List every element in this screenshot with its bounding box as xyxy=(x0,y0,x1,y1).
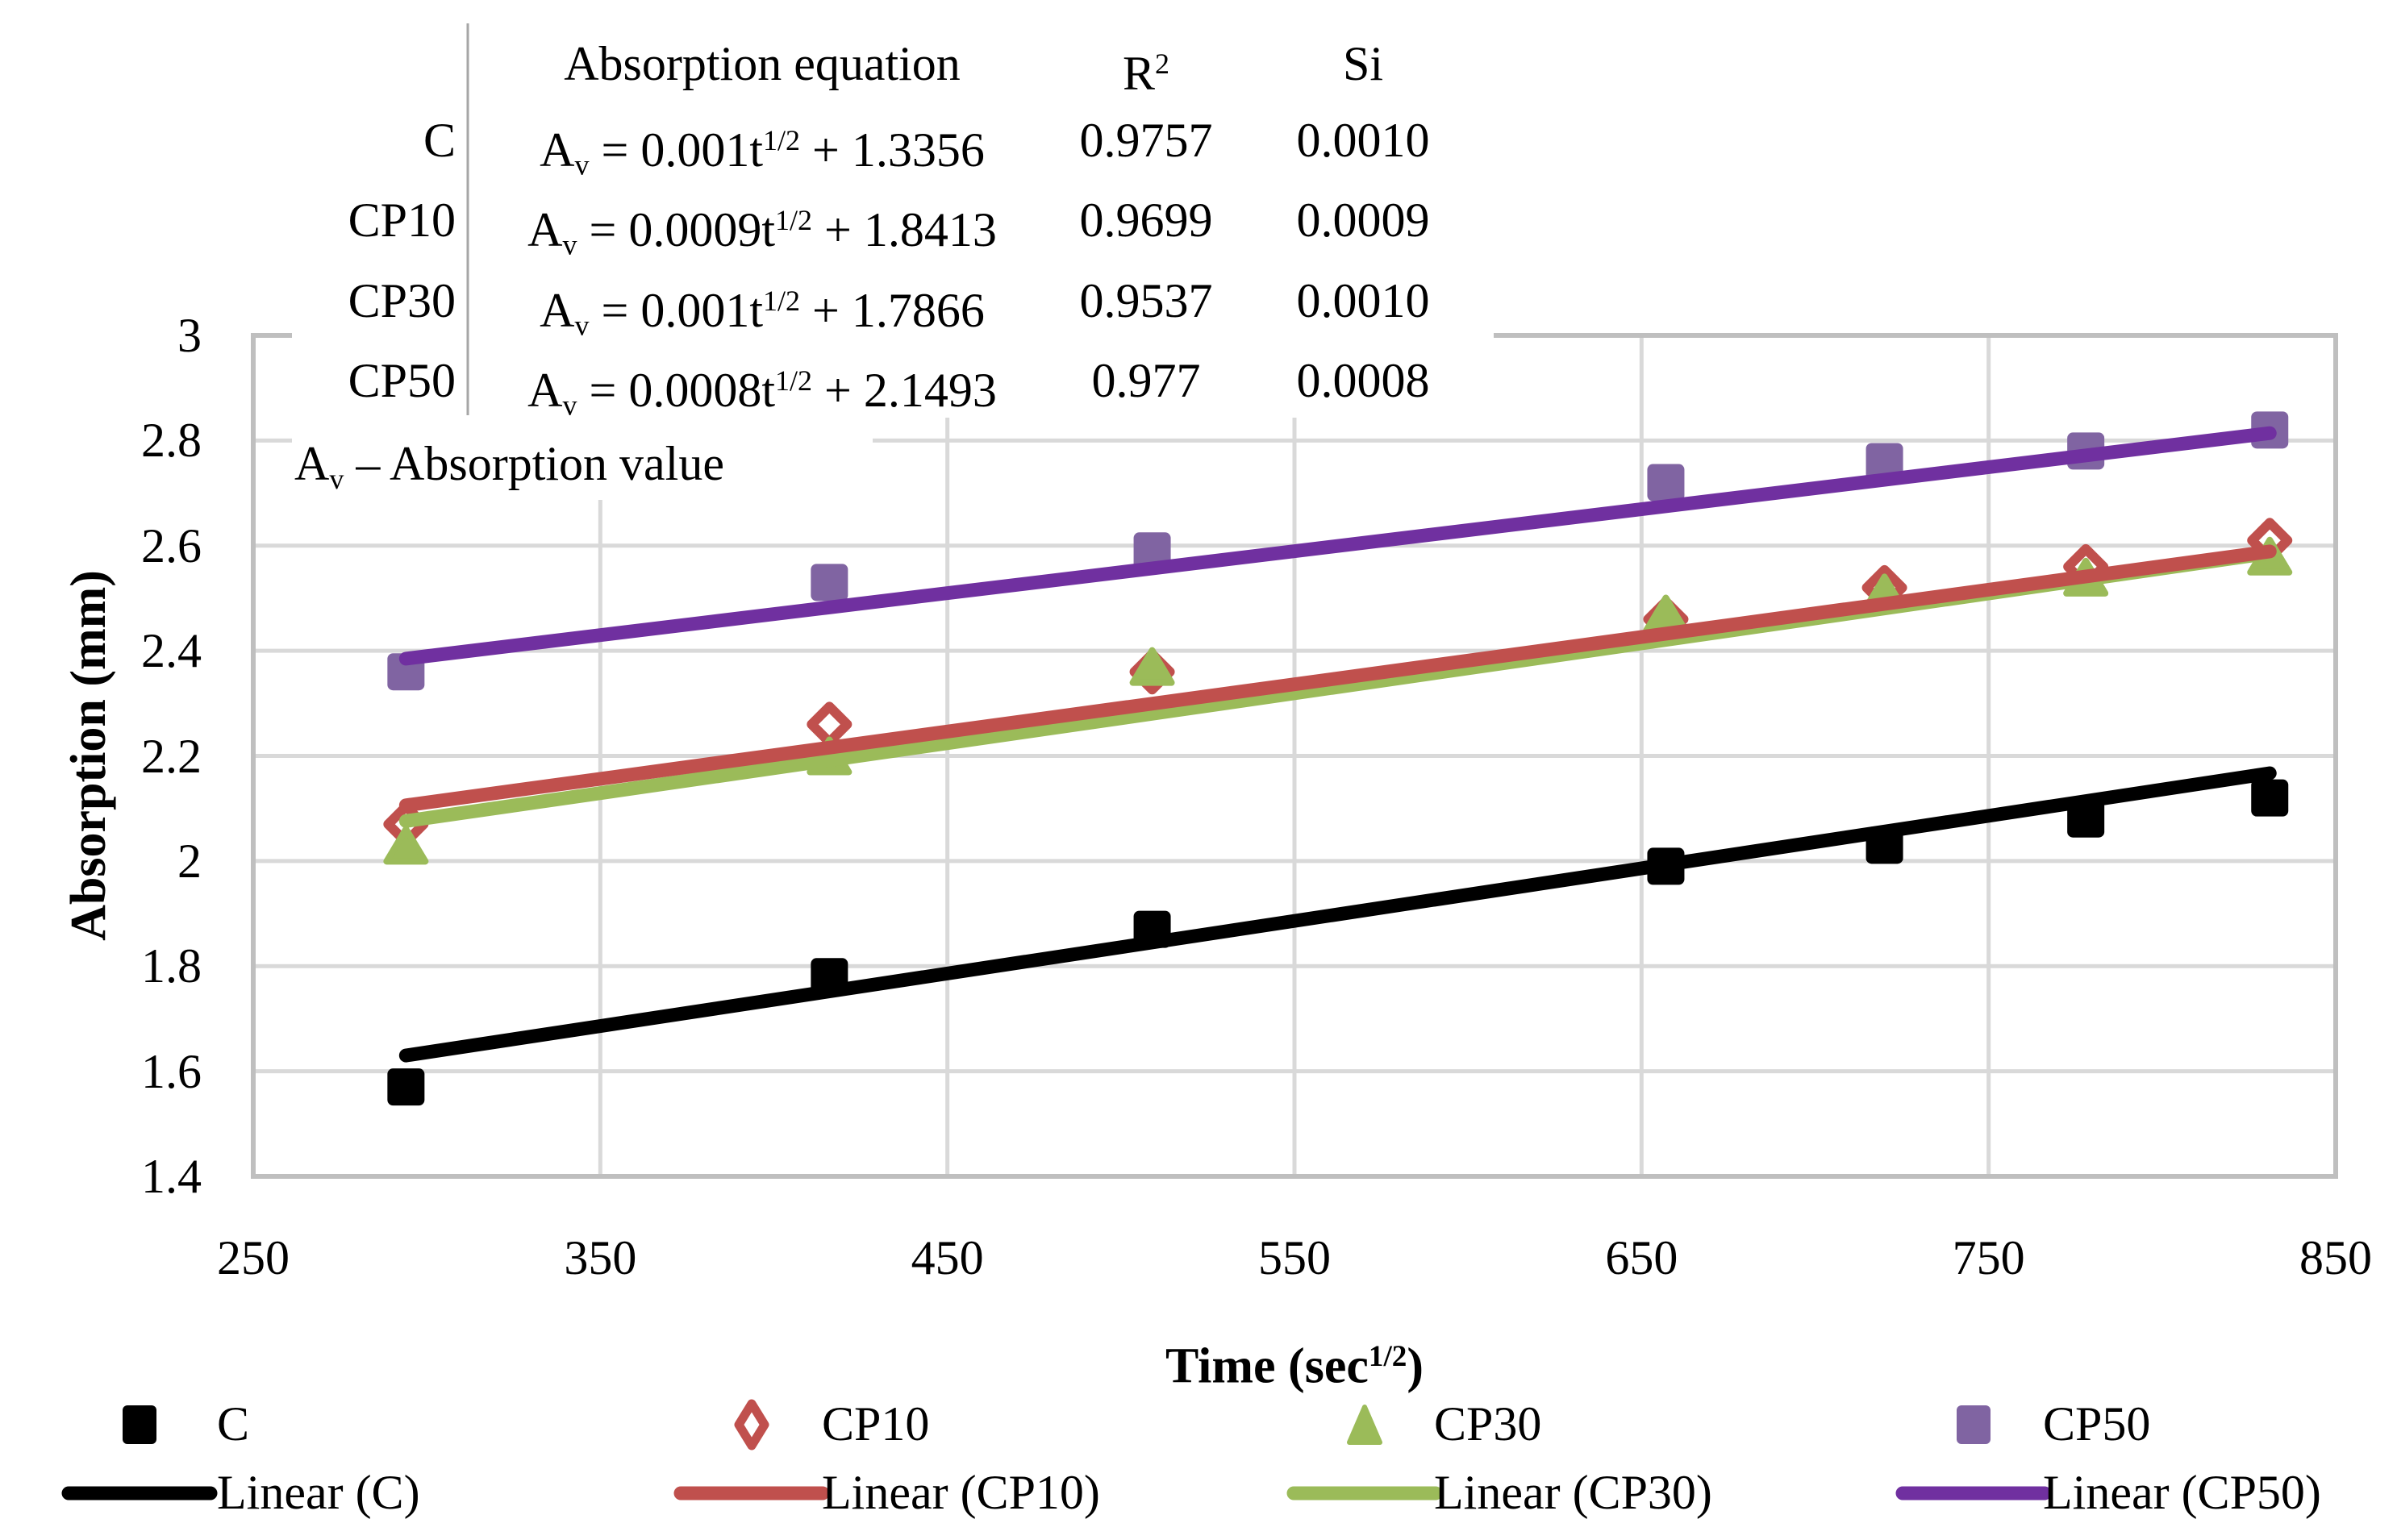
marker-square xyxy=(2067,800,2105,838)
row-label: CP10 xyxy=(348,194,456,247)
r-exponent: 2 xyxy=(1155,48,1170,80)
y-tick-label: 2.2 xyxy=(141,729,202,783)
marker-triangle xyxy=(1129,647,1175,686)
y-tick-label: 2.4 xyxy=(141,624,202,678)
x-tick-label: 750 xyxy=(1952,1231,2025,1284)
row-r-squared: 0.9699 xyxy=(1079,194,1213,247)
row-equation: Av = 0.0009t1/2 + 1.8413 xyxy=(527,202,997,261)
header-si: Si xyxy=(1342,37,1384,90)
row-r-squared: 0.977 xyxy=(1091,354,1201,407)
row-si: 0.0010 xyxy=(1296,274,1430,327)
row-label: CP50 xyxy=(348,354,456,407)
row-si: 0.0008 xyxy=(1296,354,1430,407)
row-equation: Av = 0.001t1/2 + 1.7866 xyxy=(540,283,985,342)
marker-triangle xyxy=(383,826,429,865)
legend-label-cp50: CP50 xyxy=(2043,1397,2151,1451)
note-sub: v xyxy=(329,462,344,495)
legend-marker-diamond xyxy=(734,1399,769,1451)
legend-marker-triangle xyxy=(1347,1405,1382,1445)
marker-square xyxy=(2251,779,2289,817)
trendline-cp10 xyxy=(398,544,2277,813)
x-title-base: Time (sec xyxy=(1165,1338,1369,1394)
y-tick-label: 2.8 xyxy=(141,414,202,468)
marker-square xyxy=(1865,443,1903,481)
x-tick-label: 550 xyxy=(1258,1231,1331,1284)
row-equation: Av = 0.001t1/2 + 1.3356 xyxy=(540,123,985,181)
marker-square xyxy=(1133,532,1171,570)
row-si: 0.0010 xyxy=(1296,114,1430,167)
row-si: 0.0009 xyxy=(1296,194,1430,247)
legend-label-linearcp30: Linear (CP30) xyxy=(1434,1466,1712,1519)
legend-label-linearc: Linear (C) xyxy=(217,1466,420,1519)
x-tick-label: 350 xyxy=(564,1231,637,1284)
absorption-value-note: Av – Absorption value xyxy=(294,423,1101,519)
x-title-exponent: 1/2 xyxy=(1368,1340,1407,1373)
note-base: A xyxy=(294,437,330,490)
y-tick-label: 1.4 xyxy=(141,1150,202,1203)
y-tick-label: 2 xyxy=(177,834,202,888)
marker-square xyxy=(387,1068,425,1106)
y-tick-label: 1.6 xyxy=(141,1044,202,1098)
legend-label-c: C xyxy=(217,1397,250,1451)
row-label: C xyxy=(423,114,456,167)
legend-label-linearcp50: Linear (CP50) xyxy=(2043,1466,2321,1519)
x-tick-label: 450 xyxy=(911,1231,984,1284)
y-tick-label: 1.8 xyxy=(141,939,202,993)
x-axis-title: Time (sec1/2) xyxy=(891,1329,1698,1394)
marker-square xyxy=(1647,464,1685,502)
note-backdrop xyxy=(292,418,873,500)
header-r-squared: R2 xyxy=(1045,23,1247,114)
row-r-squared: 0.9537 xyxy=(1079,274,1213,327)
row-r-squared: 0.9757 xyxy=(1079,114,1213,167)
y-tick-label: 2.6 xyxy=(141,518,202,572)
legend-marker-square xyxy=(123,1405,156,1444)
y-tick-label: 3 xyxy=(177,309,202,362)
trendline-c xyxy=(398,766,2277,1063)
legend-label-cp30: CP30 xyxy=(1434,1397,1542,1451)
table-backdrop xyxy=(292,6,1494,418)
r-label: R xyxy=(1122,46,1156,100)
row-label: CP30 xyxy=(348,274,456,327)
note-text: – Absorption value xyxy=(344,437,724,490)
row-equation: Av = 0.0008t1/2 + 2.1493 xyxy=(527,363,997,422)
x-tick-label: 650 xyxy=(1605,1231,1678,1284)
trendline-cp50 xyxy=(398,426,2277,666)
legend-label-cp10: CP10 xyxy=(822,1397,930,1451)
header-equation: Absorption equation xyxy=(564,37,961,90)
legend-label-linearcp10: Linear (CP10) xyxy=(822,1466,1100,1519)
marker-square xyxy=(811,564,848,601)
x-title-close: ) xyxy=(1407,1338,1424,1394)
x-tick-label: 250 xyxy=(217,1231,290,1284)
x-tick-label: 850 xyxy=(2299,1231,2372,1284)
legend-marker-square xyxy=(1957,1405,1991,1444)
